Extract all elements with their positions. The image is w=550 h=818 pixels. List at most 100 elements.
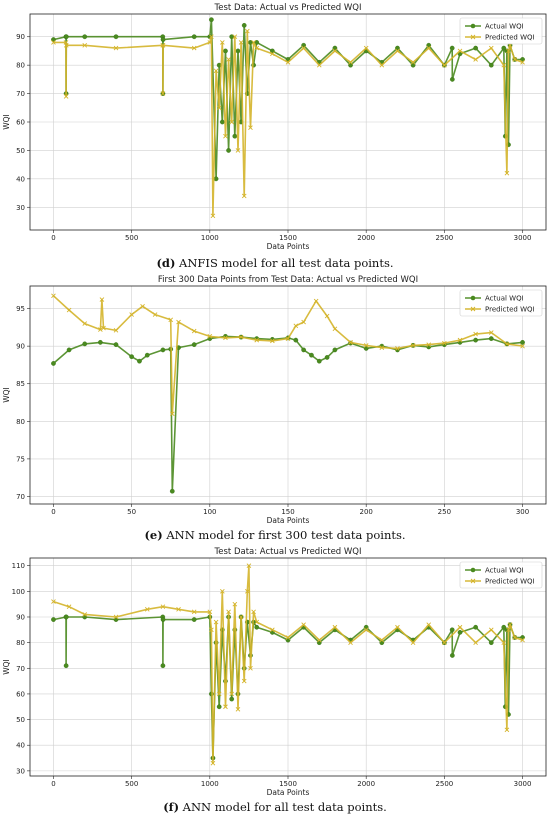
y-tick-label: 90	[16, 33, 25, 41]
data-point	[51, 617, 56, 622]
data-point	[449, 627, 455, 633]
legend-marker	[470, 34, 476, 40]
chart-panel-f: Test Data: Actual vs Predicted WQI 0 500 10…	[0, 544, 550, 798]
legend: Actual WQI Predicted WQI	[459, 289, 543, 317]
data-point	[379, 345, 385, 350]
data-point	[207, 609, 213, 615]
data-point	[363, 343, 369, 348]
data-point	[254, 624, 260, 630]
y-tick-label: 70	[16, 90, 25, 98]
legend-marker	[470, 578, 476, 584]
data-point	[504, 727, 510, 733]
x-tick-label: 500	[125, 234, 138, 242]
data-point	[395, 624, 400, 630]
data-point	[223, 48, 228, 54]
data-point	[223, 335, 228, 341]
data-point	[246, 563, 252, 569]
y-tick-label: 60	[16, 690, 25, 698]
data-point	[457, 624, 463, 630]
data-point	[501, 45, 507, 51]
y-tick-label: 60	[16, 119, 25, 127]
data-point	[410, 640, 416, 645]
data-point	[216, 704, 222, 710]
x-tick-label: 1500	[279, 234, 297, 242]
data-point	[301, 45, 306, 51]
x-tick-label: 200	[359, 508, 372, 516]
data-point	[207, 40, 213, 45]
data-point	[270, 51, 275, 57]
x-axis-label: Data Points	[267, 516, 310, 525]
y-axis-label: WQI	[2, 114, 11, 130]
data-point	[160, 91, 166, 96]
x-tick-label: 2000	[357, 780, 375, 788]
y-tick-label: 95	[16, 305, 25, 313]
data-point	[223, 704, 228, 710]
data-point	[82, 34, 88, 40]
data-point	[488, 627, 494, 633]
plot-frame	[29, 557, 547, 777]
data-point	[248, 125, 253, 131]
data-point	[160, 42, 166, 48]
data-point	[507, 622, 513, 628]
data-point	[473, 57, 478, 62]
legend-label: Predicted WQI	[485, 34, 535, 42]
y-tick-label: 80	[16, 418, 25, 426]
y-axis-label: WQI	[2, 659, 11, 675]
data-point	[140, 303, 145, 309]
data-point	[293, 337, 299, 343]
data-point	[229, 696, 235, 702]
data-point	[63, 94, 69, 99]
data-point	[254, 45, 260, 51]
data-point	[348, 640, 353, 645]
y-tick-label: 80	[16, 639, 25, 647]
data-point	[160, 617, 166, 622]
data-point	[66, 347, 72, 353]
data-point	[82, 42, 88, 48]
x-tick-label: 2500	[435, 780, 453, 788]
data-point	[309, 352, 314, 358]
data-point	[191, 45, 197, 51]
y-tick-label: 110	[12, 562, 25, 570]
data-point	[113, 34, 119, 40]
plot-frame	[29, 285, 547, 505]
y-tick-label: 85	[16, 380, 25, 388]
data-point	[254, 619, 260, 625]
data-point	[66, 604, 72, 610]
data-point	[238, 40, 244, 45]
data-point	[520, 340, 525, 345]
legend-label: Actual WQI	[485, 295, 524, 303]
data-point	[235, 48, 241, 54]
x-tick-label: 150	[281, 508, 294, 516]
series-predicted	[51, 293, 525, 417]
data-point	[316, 637, 322, 643]
data-point	[488, 45, 494, 51]
x-tick-label: 1000	[201, 780, 219, 788]
data-point	[245, 589, 250, 594]
data-point	[210, 760, 216, 766]
data-point	[473, 331, 478, 337]
data-point	[82, 612, 88, 617]
series-predicted	[51, 563, 525, 766]
x-tick-label: 1500	[279, 780, 297, 788]
legend: Actual WQI Predicted WQI	[459, 17, 543, 45]
data-point	[160, 663, 166, 669]
data-point	[285, 635, 291, 640]
data-point	[504, 341, 510, 347]
data-point	[63, 663, 69, 669]
data-point	[512, 57, 518, 62]
caption-d: (d) ANFIS model for all test data points…	[0, 256, 550, 270]
caption-label: (d)	[156, 256, 176, 270]
chart-title: Test Data: Actual vs Predicted WQI	[214, 3, 362, 13]
data-point	[220, 589, 225, 594]
data-point	[213, 619, 219, 625]
data-point	[229, 691, 235, 697]
data-point	[363, 45, 369, 51]
data-point	[473, 45, 478, 51]
data-point	[209, 34, 214, 40]
y-tick-label: 50	[16, 716, 25, 724]
legend-marker	[470, 295, 476, 301]
chart-panel-e: First 300 Data Points from Test Data: Ac…	[0, 272, 550, 526]
y-tick-label: 40	[16, 175, 25, 183]
data-point	[113, 45, 119, 51]
data-point	[232, 133, 238, 139]
